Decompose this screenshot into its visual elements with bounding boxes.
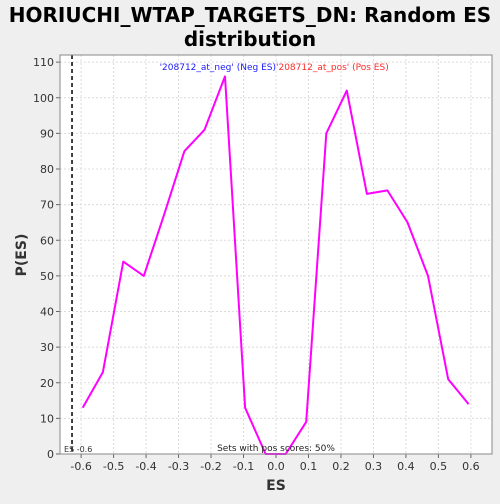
y-tick-label: 40 — [40, 306, 54, 319]
x-tick-label: 0.2 — [332, 460, 350, 473]
y-tick-label: 0 — [47, 448, 54, 461]
x-axis-label: ES — [266, 478, 286, 494]
y-tick-label: 20 — [40, 377, 54, 390]
x-tick-label: 0.4 — [397, 460, 415, 473]
legend-pos-entry: '208712_at_pos' (Pos ES) — [276, 63, 389, 73]
pos-scores-annotation: Sets with pos scores: 50% — [217, 444, 335, 454]
y-tick-label: 60 — [40, 234, 54, 247]
x-tick-label: 0.6 — [462, 460, 480, 473]
x-tick-label: -0.4 — [135, 460, 156, 473]
x-tick-label: -0.5 — [103, 460, 124, 473]
x-tick-label: -0.6 — [70, 460, 91, 473]
y-tick-label: 10 — [40, 412, 54, 425]
chart-title-line-1: HORIUCHI_WTAP_TARGETS_DN: Random ES — [9, 3, 491, 27]
y-tick-label: 80 — [40, 163, 54, 176]
es-marker-label: ES -0.6 — [64, 445, 92, 454]
x-tick-label: 0.0 — [267, 460, 285, 473]
x-tick-label: -0.3 — [168, 460, 189, 473]
y-tick-label: 110 — [33, 56, 54, 69]
y-tick-label: 50 — [40, 270, 54, 283]
y-tick-label: 30 — [40, 341, 54, 354]
x-tick-label: -0.1 — [233, 460, 254, 473]
x-tick-label: -0.2 — [200, 460, 221, 473]
plot-area — [60, 55, 492, 454]
x-tick-label: 0.5 — [430, 460, 448, 473]
chart-title-line-2: distribution — [184, 27, 316, 51]
y-tick-label: 70 — [40, 199, 54, 212]
legend-neg-entry: '208712_at_neg' (Neg ES) — [160, 63, 276, 73]
y-tick-label: 90 — [40, 127, 54, 140]
x-tick-label: 0.3 — [365, 460, 383, 473]
x-tick-label: 0.1 — [300, 460, 318, 473]
y-tick-label: 100 — [33, 92, 54, 105]
y-axis-label: P(ES) — [14, 234, 30, 277]
